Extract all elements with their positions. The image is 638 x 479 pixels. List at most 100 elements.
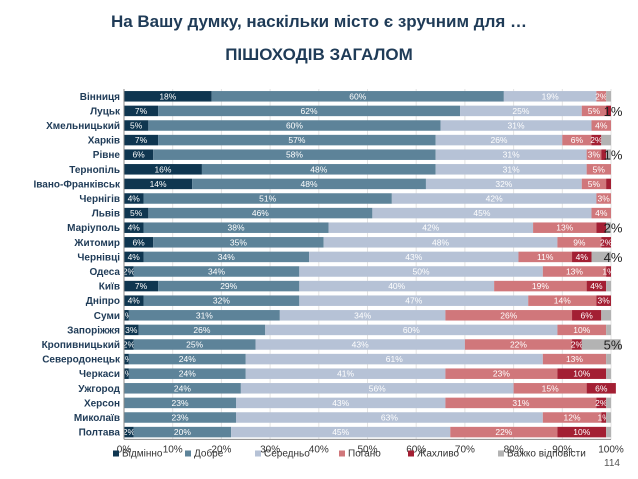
data-label: 31% [508,121,525,131]
outside-label: 2% [604,221,623,236]
data-label: 45% [332,427,349,437]
bar-segment [557,324,607,336]
bar-segment [143,193,392,204]
category-label: Івано-Франківськ [34,179,121,190]
data-label: 35% [230,237,247,247]
bar-segment [124,383,241,394]
data-label: 19% [532,281,549,291]
bar-segment [124,164,202,175]
bar-segment [572,339,582,350]
data-label: 5% [588,106,601,116]
data-label: 1% [598,413,611,423]
category-label: Маріуполь [67,223,120,234]
data-label: 41% [337,369,354,379]
legend-swatch [113,450,119,457]
data-label: 47% [405,296,422,306]
data-label: 7% [135,106,148,116]
data-label: 13% [566,267,583,277]
bar-segment [143,295,300,306]
legend-swatch [339,450,345,457]
bar-segment [562,134,592,146]
data-label: 2% [123,340,136,350]
x-tick-label: 70% [455,444,475,455]
data-label: 31% [196,310,213,320]
outside-label: 5% [604,338,623,353]
data-label: 57% [288,135,305,145]
outside-label: 1% [604,148,623,163]
x-tick-label: 30% [260,444,280,455]
bar-segment [192,178,426,190]
bar-segment [236,412,543,423]
category-label: Херсон [84,398,120,409]
legend-swatch [255,450,261,457]
data-label: 26% [490,135,507,145]
data-label: 43% [352,340,369,350]
data-label: 62% [301,106,318,116]
bar-segment [591,120,611,131]
data-label: 14% [150,179,167,189]
data-label: 10% [573,427,590,437]
bar-segment [494,280,587,292]
category-label: Чернівці [77,252,120,263]
data-label: 23% [171,413,188,423]
category-label: Миколаїв [74,413,120,424]
data-label: 4% [595,121,608,131]
data-label: 34% [208,267,225,277]
bar-segment [124,149,154,160]
bar-segment [124,353,129,365]
data-label: 50% [413,267,430,277]
bar-segment [124,412,237,423]
data-label: 42% [486,194,503,204]
bar-segment [124,251,144,263]
data-label: 26% [500,310,517,320]
data-label: 6% [571,135,584,145]
data-label: 2% [590,135,603,145]
x-tick-label: 0% [117,444,132,455]
x-tick-label: 20% [211,444,231,455]
data-label: 11% [537,252,554,262]
bar-segment [124,339,134,350]
bar-segment [299,280,495,292]
bar-segment [542,412,602,423]
bar-segment [245,368,446,379]
data-label: 5% [593,164,606,174]
data-label: 14% [554,296,571,306]
category-label: Київ [99,282,120,293]
data-label: 12% [564,413,581,423]
bar-segment [148,120,441,131]
bar-segment [279,310,446,321]
category-label: Тернопіль [69,165,120,176]
data-label: 16% [154,164,171,174]
bar-segment [372,207,592,219]
bar-segment [606,105,611,117]
category-label: Суми [94,311,120,322]
category-label: Одеса [89,267,120,278]
data-label: 24% [179,369,196,379]
data-label: 22% [510,340,527,350]
category-label: Дніпро [86,296,120,307]
bar-segment [124,222,144,233]
bar-segment [128,353,246,365]
data-label: 2% [595,398,608,408]
bar-segment [299,295,529,306]
data-label: 32% [495,179,512,189]
bar-segment [606,222,611,233]
data-label: 2% [595,91,608,101]
bar-segment [124,207,149,219]
bar-segment [158,105,461,117]
bar-segment [124,368,129,379]
legend-label: Добре [194,448,224,460]
data-label: 9% [573,237,586,247]
data-label: 2% [600,237,613,247]
data-label: 7% [135,281,148,291]
data-label: 5% [130,121,143,131]
data-label: 25% [512,106,529,116]
bar-segment [596,91,607,102]
data-label: 2% [123,427,136,437]
bar-segment [138,324,266,336]
bar-segment [128,310,280,321]
data-label: 3% [588,150,601,160]
bar-segment [533,222,597,233]
bar-segment [211,91,504,102]
bar-segment [124,295,144,306]
